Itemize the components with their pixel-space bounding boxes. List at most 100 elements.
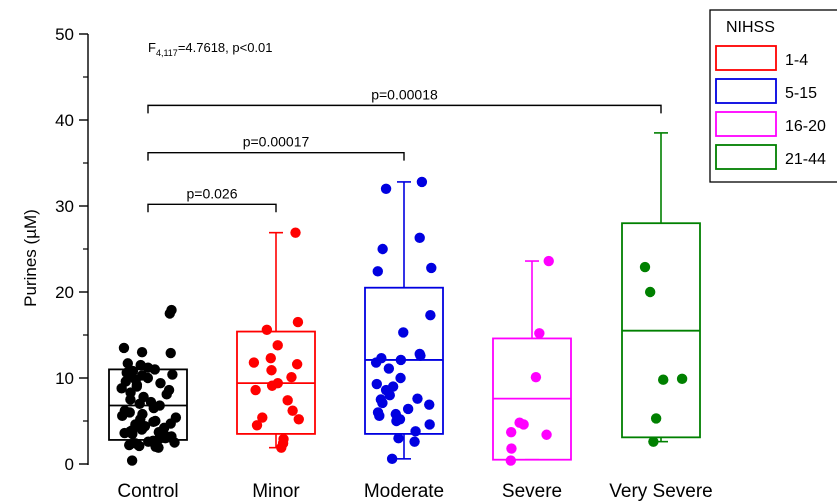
data-point <box>506 443 517 454</box>
data-point <box>371 378 382 390</box>
data-point <box>266 365 277 376</box>
data-point <box>287 405 298 416</box>
data-point <box>169 437 180 448</box>
x-category-label: Control <box>117 481 178 501</box>
data-point <box>155 377 166 389</box>
data-point <box>410 426 421 437</box>
axes: 0 10 20 30 40 50 Control Minor Moderate Severe Ver… <box>55 25 713 501</box>
data-point <box>125 394 136 405</box>
data-point <box>398 327 409 338</box>
data-point <box>257 412 268 423</box>
data-point <box>293 414 304 425</box>
y-tick-label: 0 <box>65 455 74 474</box>
data-point <box>148 416 159 428</box>
data-point <box>126 455 138 466</box>
data-point <box>291 359 303 370</box>
data-point <box>377 397 388 409</box>
comparison-p-value: p=0.00017 <box>243 134 310 150</box>
data-point <box>425 310 436 321</box>
data-point <box>380 183 392 194</box>
data-point <box>370 357 382 368</box>
x-category-label: Minor <box>252 481 300 501</box>
legend-swatch <box>715 45 777 71</box>
data-point <box>136 424 148 435</box>
data-point <box>286 371 297 383</box>
data-point <box>266 380 278 391</box>
data-point <box>122 358 133 369</box>
data-point <box>505 426 517 438</box>
data-point <box>276 442 287 453</box>
legend: NIHSS 1-4 5-15 16-20 21-44 <box>709 9 837 183</box>
data-point <box>374 410 385 422</box>
data-point <box>384 390 395 401</box>
data-point <box>530 371 542 383</box>
data-point <box>134 398 145 409</box>
data-point <box>272 340 283 351</box>
data-point <box>541 429 552 440</box>
data-point <box>282 395 293 406</box>
stat-text-post: =4.7618, p<0.01 <box>178 40 273 55</box>
legend-label: 5-15 <box>785 85 817 102</box>
data-point <box>251 420 263 431</box>
y-tick-label: 20 <box>55 283 74 302</box>
data-point <box>534 328 545 339</box>
data-point <box>414 232 425 244</box>
data-point <box>117 410 128 422</box>
data-point <box>426 262 437 274</box>
data-point <box>165 347 176 359</box>
data-point <box>377 243 388 255</box>
data-point <box>290 227 301 238</box>
legend-frame <box>709 9 837 183</box>
data-point <box>161 389 172 400</box>
stat-text-pre: F <box>148 40 156 55</box>
data-point <box>142 372 154 384</box>
data-point <box>412 393 423 404</box>
legend-title: NIHSS <box>726 19 775 36</box>
points <box>116 176 688 466</box>
data-point <box>424 399 435 410</box>
data-point <box>424 419 435 430</box>
data-point <box>505 455 517 466</box>
y-tick-label: 10 <box>55 369 74 388</box>
data-point <box>153 442 164 453</box>
data-point <box>395 354 407 366</box>
data-point <box>415 350 426 361</box>
x-category-label: Severe <box>502 481 562 501</box>
data-point <box>391 415 402 427</box>
stat-text-sub: 4,117 <box>156 48 178 58</box>
legend-swatch <box>715 78 777 104</box>
data-point <box>383 363 395 374</box>
data-point <box>127 428 138 440</box>
data-point <box>650 413 662 424</box>
data-point <box>136 347 148 358</box>
data-point <box>248 357 260 368</box>
data-point <box>416 176 428 188</box>
data-point <box>124 439 135 451</box>
y-axis-label: Purines (µM) <box>21 209 40 307</box>
comparison-brackets: p=0.026 p=0.00017 p=0.00018 <box>147 86 662 213</box>
legend-label: 16-20 <box>785 118 826 135</box>
data-point <box>143 436 154 447</box>
data-point <box>250 384 261 396</box>
data-point <box>116 383 127 394</box>
data-point <box>395 372 406 384</box>
data-point <box>265 353 276 364</box>
comparison-bracket <box>147 104 662 114</box>
data-point <box>644 286 656 298</box>
data-point <box>261 324 273 336</box>
data-point <box>386 453 398 465</box>
comparison-p-value: p=0.026 <box>187 185 238 201</box>
legend-label: 1-4 <box>785 52 808 69</box>
data-point <box>118 342 130 354</box>
data-point <box>402 403 414 415</box>
data-point <box>134 440 145 452</box>
data-point <box>149 364 161 375</box>
data-point <box>518 419 529 430</box>
data-point <box>639 261 651 273</box>
data-point <box>167 369 178 380</box>
data-point <box>148 402 159 414</box>
data-point <box>166 304 177 316</box>
data-point <box>292 316 304 328</box>
data-point <box>119 427 130 439</box>
